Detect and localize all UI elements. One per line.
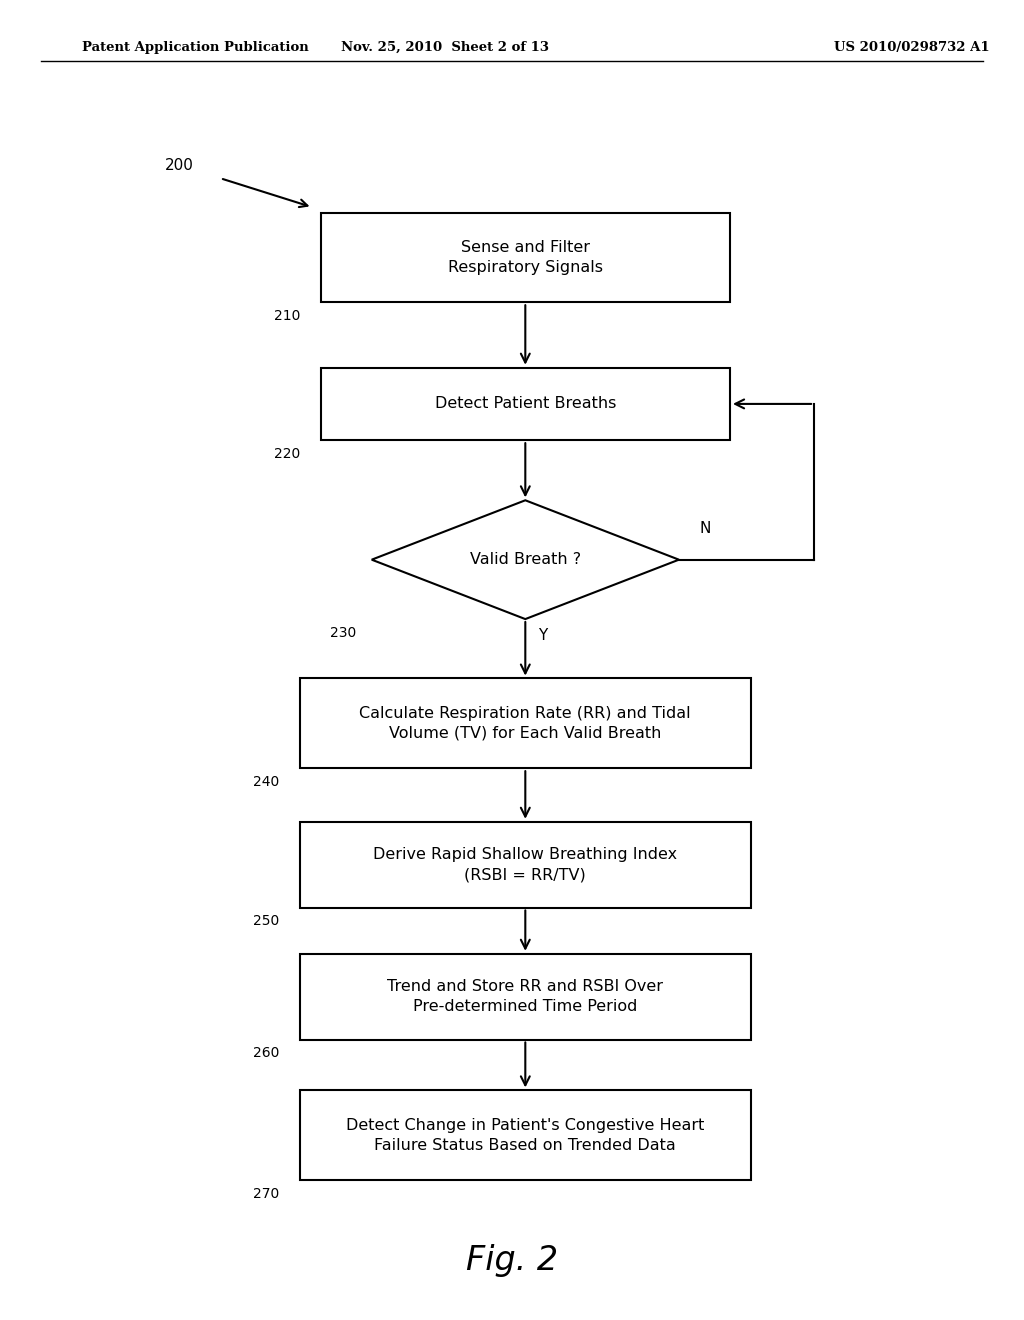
Text: 270: 270: [253, 1187, 280, 1201]
Text: Y: Y: [538, 628, 547, 643]
Text: N: N: [699, 521, 711, 536]
Text: 220: 220: [273, 446, 300, 461]
FancyBboxPatch shape: [300, 821, 751, 908]
Text: Sense and Filter
Respiratory Signals: Sense and Filter Respiratory Signals: [447, 240, 603, 275]
Text: 200: 200: [165, 157, 194, 173]
Text: Detect Change in Patient's Congestive Heart
Failure Status Based on Trended Data: Detect Change in Patient's Congestive He…: [346, 1118, 705, 1152]
Text: Patent Application Publication: Patent Application Publication: [82, 41, 308, 54]
FancyBboxPatch shape: [300, 953, 751, 1040]
Text: Trend and Store RR and RSBI Over
Pre-determined Time Period: Trend and Store RR and RSBI Over Pre-det…: [387, 979, 664, 1014]
Text: 210: 210: [273, 309, 300, 323]
Text: 240: 240: [253, 775, 280, 789]
FancyBboxPatch shape: [321, 213, 730, 302]
Text: Fig. 2: Fig. 2: [466, 1243, 558, 1278]
Text: US 2010/0298732 A1: US 2010/0298732 A1: [834, 41, 989, 54]
Polygon shape: [372, 500, 679, 619]
Text: Nov. 25, 2010  Sheet 2 of 13: Nov. 25, 2010 Sheet 2 of 13: [341, 41, 550, 54]
Text: 230: 230: [330, 626, 356, 640]
FancyBboxPatch shape: [300, 1090, 751, 1180]
Text: 250: 250: [253, 913, 280, 928]
Text: 260: 260: [253, 1045, 280, 1060]
FancyBboxPatch shape: [300, 678, 751, 768]
Text: Detect Patient Breaths: Detect Patient Breaths: [434, 396, 616, 412]
FancyBboxPatch shape: [321, 367, 730, 441]
Text: Calculate Respiration Rate (RR) and Tidal
Volume (TV) for Each Valid Breath: Calculate Respiration Rate (RR) and Tida…: [359, 706, 691, 741]
Text: Derive Rapid Shallow Breathing Index
(RSBI = RR/TV): Derive Rapid Shallow Breathing Index (RS…: [374, 847, 677, 882]
Text: Valid Breath ?: Valid Breath ?: [470, 552, 581, 568]
